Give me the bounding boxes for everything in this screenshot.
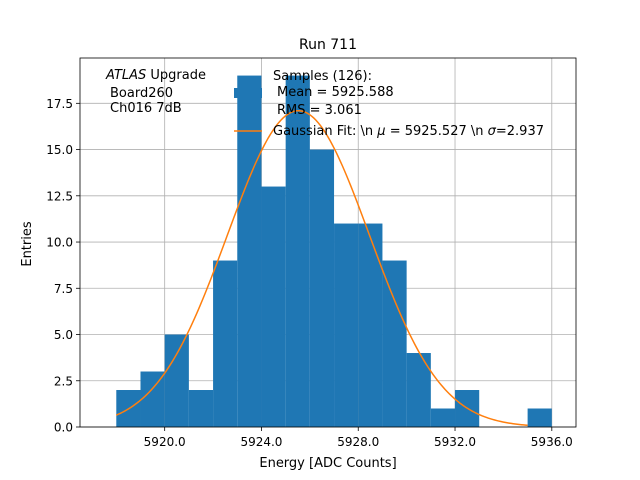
x-tick-label-4: 5936.0 bbox=[531, 435, 573, 449]
legend-samples-rms: RMS = 3.061 bbox=[277, 103, 362, 118]
y-tick-label-7: 17.5 bbox=[46, 97, 73, 111]
annotation-atlas: ATLAS bbox=[105, 68, 146, 83]
y-tick-label-1: 2.5 bbox=[54, 374, 73, 388]
histogram-bar-9 bbox=[334, 223, 359, 427]
axis-ticks: 5920.0 5924.0 5928.0 5932.0 5936.0 0.0 2.5 5.0 7… bbox=[46, 97, 573, 449]
y-tick-label-0: 0.0 bbox=[54, 421, 73, 435]
legend: Samples (126): Mean = 5925.588 RMS = 3.0… bbox=[234, 69, 544, 139]
histogram-bar-13 bbox=[430, 408, 456, 427]
histogram-bar-6 bbox=[261, 186, 286, 427]
y-axis-label: Entries bbox=[20, 221, 35, 267]
y-tick-label-3: 7.5 bbox=[54, 282, 73, 296]
plot-frame bbox=[79, 57, 577, 428]
legend-samples-line-1: Samples (126): bbox=[273, 69, 372, 84]
legend-fit-prefix: Gaussian Fit: \n bbox=[273, 124, 377, 139]
histogram-bar-12 bbox=[406, 353, 431, 427]
legend-fit-mu-symbol: μ bbox=[376, 124, 385, 139]
y-tick-label-6: 15.0 bbox=[46, 143, 73, 157]
histogram-bar-8 bbox=[309, 149, 335, 427]
histogram-bar-7 bbox=[285, 75, 310, 428]
atlas-annotation: ATLAS Upgrade Board260 Ch016 7dB bbox=[105, 68, 206, 116]
y-tick-label-5: 12.5 bbox=[46, 189, 73, 203]
chart-title: Run 711 bbox=[299, 37, 357, 53]
legend-samples-patch bbox=[234, 88, 262, 98]
y-tick-label-2: 5.0 bbox=[54, 328, 73, 342]
histogram-bar-3 bbox=[188, 390, 214, 427]
histogram-bar-2 bbox=[164, 334, 189, 427]
y-tick-label-4: 10.0 bbox=[46, 236, 73, 250]
legend-fit-label: Gaussian Fit: \n μ = 5925.527 \n σ=2.937 bbox=[273, 124, 544, 139]
x-tick-label-0: 5920.0 bbox=[144, 435, 186, 449]
histogram-bars bbox=[116, 75, 552, 428]
annotation-board: Board260 bbox=[110, 86, 173, 101]
x-tick-label-1: 5924.0 bbox=[240, 435, 282, 449]
legend-fit-mu-value: = 5925.527 \n bbox=[386, 124, 488, 139]
legend-fit-sigma-symbol: σ bbox=[488, 124, 497, 139]
histogram-bar-1 bbox=[140, 371, 165, 427]
x-axis-label: Energy [ADC Counts] bbox=[259, 456, 396, 471]
histogram-bar-5 bbox=[237, 75, 262, 428]
histogram-bar-10 bbox=[358, 223, 383, 427]
histogram-bar-17 bbox=[527, 408, 552, 427]
x-tick-label-2: 5928.0 bbox=[337, 435, 379, 449]
x-tick-label-3: 5932.0 bbox=[434, 435, 476, 449]
annotation-upgrade: Upgrade bbox=[146, 68, 206, 83]
annotation-line-1: ATLAS Upgrade bbox=[105, 68, 206, 83]
legend-fit-sigma-value: =2.937 bbox=[496, 124, 544, 139]
legend-samples-mean: Mean = 5925.588 bbox=[277, 85, 394, 100]
annotation-channel: Ch016 7dB bbox=[110, 101, 182, 116]
gaussian-fit-curve bbox=[115, 109, 528, 427]
histogram-bar-11 bbox=[382, 260, 407, 427]
histogram-bar-4 bbox=[213, 260, 238, 427]
